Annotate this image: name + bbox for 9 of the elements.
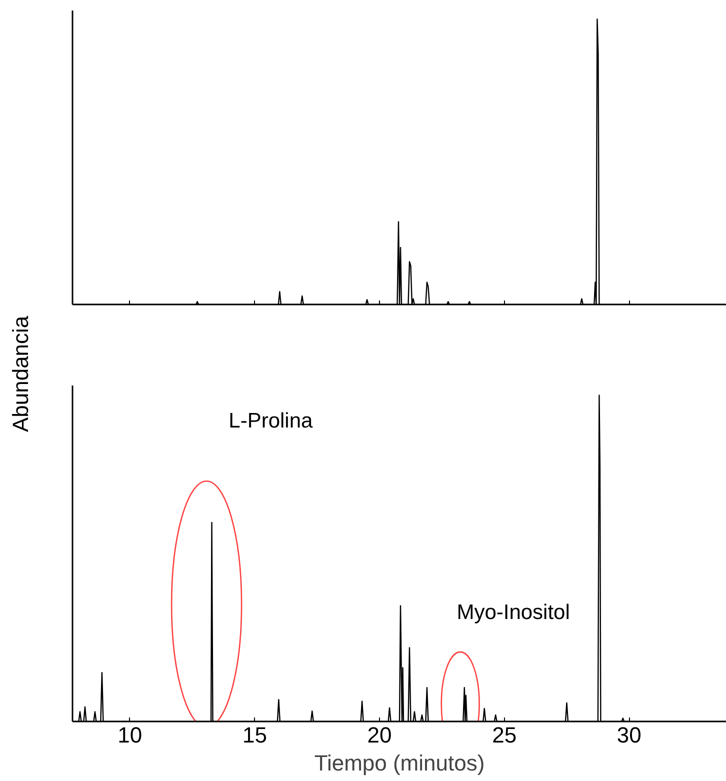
x-axis-title: Tiempo (minutos) [314, 750, 485, 776]
annotation: L-Prolina [228, 409, 314, 432]
annotation: Myo-Inositol [456, 600, 570, 624]
x-tick-label: 15 [242, 722, 267, 748]
x-tick-label: 25 [492, 722, 517, 748]
x-tick-label: 30 [616, 722, 642, 748]
x-tick-label: 10 [118, 722, 142, 748]
y-axis-title: Abundancia [8, 315, 33, 432]
x-tick-label: 20 [367, 722, 392, 748]
